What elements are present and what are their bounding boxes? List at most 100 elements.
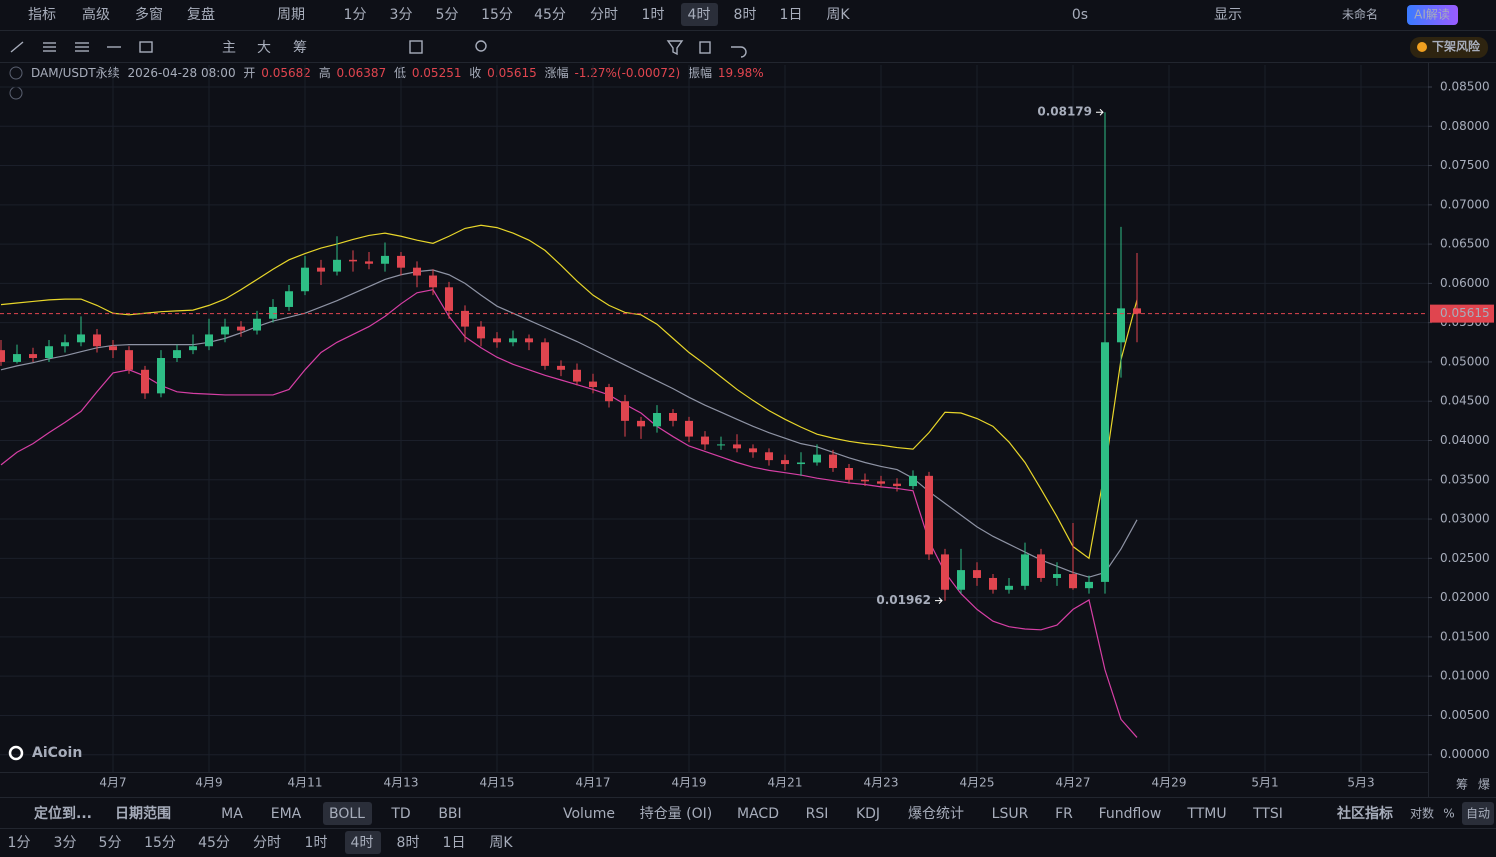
y-tick-label: 0.02000 bbox=[1440, 590, 1490, 604]
label: 开 bbox=[243, 66, 255, 80]
candle-body bbox=[317, 267, 325, 272]
period-button[interactable]: 1分 bbox=[344, 7, 367, 23]
toolbar-button[interactable]: 指标 bbox=[28, 7, 56, 23]
candle-body bbox=[461, 310, 469, 327]
period-button[interactable]: 1时 bbox=[642, 7, 665, 23]
candle-body bbox=[0, 350, 5, 362]
candle-body bbox=[797, 462, 805, 465]
candle-body bbox=[445, 287, 453, 311]
period-button[interactable]: 15分 bbox=[481, 7, 513, 23]
y-tick-label: 0.00500 bbox=[1440, 708, 1490, 722]
axis-icon[interactable]: 筹 bbox=[1456, 778, 1468, 792]
period-button[interactable]: 分时 bbox=[590, 7, 618, 23]
indicator-button[interactable]: 持仓量 (OI) bbox=[640, 806, 713, 822]
period-button[interactable]: 45分 bbox=[198, 835, 230, 851]
toolbar-button[interactable]: 日期范围 bbox=[115, 805, 171, 822]
drawing-label[interactable]: 筹 bbox=[293, 39, 307, 56]
x-tick-label: 4月23 bbox=[864, 776, 899, 790]
candle-body bbox=[733, 444, 741, 449]
candle-body bbox=[1053, 574, 1061, 578]
y-tick-label: 0.00000 bbox=[1440, 747, 1490, 761]
candle-body bbox=[781, 460, 789, 465]
x-tick-label: 5月1 bbox=[1251, 776, 1278, 790]
toolbar-button[interactable]: 0s bbox=[1072, 7, 1088, 23]
candle-body bbox=[621, 401, 629, 421]
period-button[interactable]: 15分 bbox=[144, 835, 176, 851]
indicator-button[interactable]: TTMU bbox=[1186, 806, 1226, 822]
candle-body bbox=[157, 358, 165, 394]
extreme-arrow bbox=[935, 597, 943, 604]
candle-body bbox=[941, 554, 949, 590]
toolbar-button[interactable]: 显示 bbox=[1214, 7, 1242, 23]
toolbar-button[interactable]: 周期 bbox=[277, 7, 305, 23]
period-button[interactable]: 8时 bbox=[734, 7, 757, 23]
period-button[interactable]: 8时 bbox=[397, 835, 420, 851]
period-button[interactable]: 1日 bbox=[780, 7, 803, 23]
indicator-button[interactable]: Fundflow bbox=[1099, 806, 1162, 822]
indicator-button[interactable]: TTSI bbox=[1252, 806, 1283, 822]
candle-body bbox=[381, 255, 389, 264]
period-button[interactable]: 4时 bbox=[351, 835, 374, 851]
candle-body bbox=[893, 483, 901, 487]
candle-body bbox=[173, 350, 181, 359]
toolbar-button[interactable]: AI解读 bbox=[1414, 8, 1450, 22]
indicator-button[interactable]: Volume bbox=[563, 806, 615, 822]
indicator-button[interactable]: 社区指标 bbox=[1336, 805, 1393, 822]
period-button[interactable]: 5分 bbox=[99, 835, 122, 851]
toolbar-button[interactable]: 定位到... bbox=[34, 805, 92, 822]
period-button[interactable]: 周K bbox=[826, 7, 850, 23]
risk-badge[interactable]: 下架风险 bbox=[1432, 39, 1481, 54]
scale-button[interactable]: 对数 bbox=[1410, 806, 1434, 821]
period-button[interactable]: 1时 bbox=[305, 835, 328, 851]
period-button[interactable]: 周K bbox=[489, 835, 513, 851]
candle-body bbox=[1021, 554, 1029, 586]
extreme-label: 0.01962 bbox=[876, 593, 931, 607]
period-button[interactable]: 3分 bbox=[390, 7, 413, 23]
candle-body bbox=[333, 259, 341, 272]
indicator-button[interactable]: BBI bbox=[438, 806, 461, 822]
label: 振幅 bbox=[688, 65, 712, 80]
candle-body bbox=[285, 291, 293, 307]
indicator-button[interactable]: TD bbox=[390, 806, 410, 822]
period-button[interactable]: 4时 bbox=[688, 7, 711, 23]
candle-body bbox=[589, 381, 597, 388]
candle-body bbox=[1101, 342, 1109, 582]
drawing-label[interactable]: 大 bbox=[257, 40, 271, 56]
period-button[interactable]: 1日 bbox=[443, 835, 466, 851]
indicator-button[interactable]: BOLL bbox=[329, 806, 365, 822]
indicator-button[interactable]: LSUR bbox=[992, 806, 1029, 822]
period-button[interactable]: 5分 bbox=[436, 7, 459, 23]
drawing-label[interactable]: 主 bbox=[222, 40, 236, 56]
candle-body bbox=[557, 365, 565, 370]
indicator-button[interactable]: RSI bbox=[806, 806, 829, 822]
candle-body bbox=[509, 338, 517, 343]
collapse-icon bbox=[9, 66, 23, 80]
indicator-button[interactable]: MA bbox=[221, 806, 243, 822]
period-button[interactable]: 分时 bbox=[253, 835, 281, 851]
indicator-button[interactable]: EMA bbox=[271, 806, 302, 822]
candle-body bbox=[61, 342, 69, 347]
risk-icon bbox=[1417, 42, 1427, 52]
x-tick-label: 4月19 bbox=[672, 776, 707, 790]
toolbar-button[interactable]: 未命名 bbox=[1342, 7, 1378, 22]
indicator-button[interactable]: FR bbox=[1055, 806, 1073, 822]
active-period bbox=[345, 831, 381, 854]
scale-button[interactable]: % bbox=[1443, 807, 1454, 821]
toolbar-button[interactable]: 复盘 bbox=[187, 6, 215, 23]
scale-button[interactable]: 自动 bbox=[1466, 807, 1490, 821]
value: 0.06387 bbox=[337, 66, 387, 80]
candle-body bbox=[141, 369, 149, 394]
indicator-button[interactable]: KDJ bbox=[856, 806, 880, 822]
indicator-button[interactable]: MACD bbox=[737, 806, 779, 822]
candle-body bbox=[205, 334, 213, 347]
toolbar-button[interactable]: 高级 bbox=[82, 6, 110, 23]
x-tick-label: 4月27 bbox=[1056, 776, 1091, 790]
indicator-button[interactable]: 爆仓统计 bbox=[908, 806, 964, 822]
period-button[interactable]: 45分 bbox=[534, 7, 566, 23]
period-button[interactable]: 1分 bbox=[8, 835, 31, 851]
candle-body bbox=[1133, 308, 1141, 314]
period-button[interactable]: 3分 bbox=[54, 835, 77, 851]
x-tick-label: 4月7 bbox=[99, 776, 126, 790]
axis-icon[interactable]: 爆 bbox=[1478, 778, 1490, 792]
toolbar-button[interactable]: 多窗 bbox=[135, 6, 163, 23]
